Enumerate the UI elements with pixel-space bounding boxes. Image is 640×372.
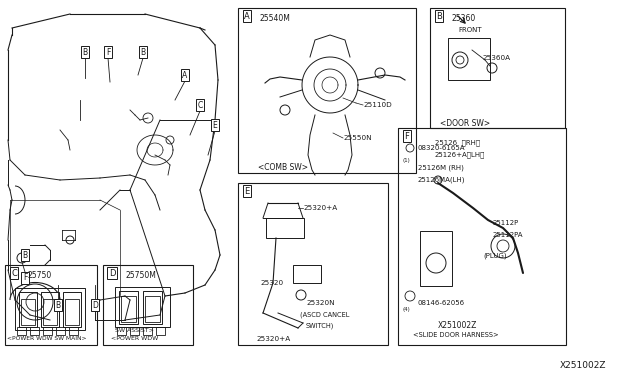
Bar: [65, 299, 79, 325]
Text: B: B: [140, 48, 145, 57]
Bar: [119, 291, 138, 324]
Text: 08146-62056: 08146-62056: [418, 300, 465, 306]
Text: 25750: 25750: [27, 270, 51, 279]
Bar: [19, 292, 37, 327]
Bar: [238, 183, 388, 345]
Bar: [43, 327, 52, 335]
Bar: [41, 292, 59, 327]
Text: 25360A: 25360A: [482, 55, 510, 61]
Text: 25320: 25320: [260, 280, 283, 286]
Text: FRONT: FRONT: [458, 27, 482, 33]
Bar: [430, 8, 565, 128]
Text: A: A: [182, 71, 188, 80]
Bar: [293, 265, 321, 283]
Text: 25112PA: 25112PA: [493, 232, 524, 238]
Text: SWITCH): SWITCH): [306, 323, 334, 329]
Text: D: D: [92, 301, 98, 310]
Text: 25126  〈RH〉: 25126 〈RH〉: [435, 140, 480, 146]
Bar: [21, 299, 35, 325]
Text: F: F: [106, 48, 110, 57]
Bar: [43, 299, 57, 325]
Text: <SLIDE DOOR HARNESS>: <SLIDE DOOR HARNESS>: [413, 332, 499, 338]
Text: 25110D: 25110D: [363, 102, 392, 108]
Text: 25750M: 25750M: [125, 270, 156, 279]
Bar: [117, 327, 126, 335]
Text: D: D: [109, 269, 115, 278]
Text: 25320N: 25320N: [306, 300, 335, 306]
Text: B: B: [83, 48, 88, 57]
Text: C: C: [197, 100, 203, 109]
Text: E: E: [244, 186, 250, 196]
Bar: [63, 292, 81, 327]
Text: SW ASSIST>: SW ASSIST>: [115, 328, 154, 334]
Text: X251002Z: X251002Z: [438, 321, 477, 330]
Text: 25126+A〈LH〉: 25126+A〈LH〉: [435, 152, 485, 158]
Text: <POWER WDW: <POWER WDW: [111, 337, 158, 341]
Text: B: B: [56, 301, 61, 310]
Text: 25550N: 25550N: [343, 135, 372, 141]
Bar: [5, 265, 97, 345]
Bar: [30, 327, 39, 335]
Text: B: B: [436, 12, 442, 20]
Text: 08320-6165A: 08320-6165A: [418, 145, 465, 151]
Text: 25126MA(LH): 25126MA(LH): [418, 177, 465, 183]
Bar: [266, 218, 304, 238]
Text: F: F: [23, 273, 27, 282]
Bar: [156, 327, 165, 335]
Text: X251002Z: X251002Z: [560, 360, 607, 369]
Text: C: C: [11, 269, 17, 278]
Bar: [69, 327, 78, 335]
Text: 25360: 25360: [452, 13, 476, 22]
Bar: [143, 327, 152, 335]
Bar: [143, 291, 162, 324]
Text: (1): (1): [402, 157, 410, 163]
Bar: [115, 287, 170, 327]
Bar: [56, 327, 65, 335]
Text: E: E: [212, 121, 218, 129]
Text: (PLUG): (PLUG): [483, 253, 507, 259]
Bar: [238, 8, 416, 173]
Text: <POWER WDW SW MAIN>: <POWER WDW SW MAIN>: [7, 337, 86, 341]
Text: F: F: [404, 131, 410, 141]
Bar: [420, 231, 452, 286]
Text: (4): (4): [402, 308, 410, 312]
Bar: [15, 288, 85, 330]
Bar: [17, 327, 26, 335]
Text: 25126M (RH): 25126M (RH): [418, 165, 464, 171]
Text: (ASCD CANCEL: (ASCD CANCEL: [300, 312, 349, 318]
Text: 25540M: 25540M: [260, 13, 291, 22]
Bar: [448, 38, 490, 80]
Text: 25320+A: 25320+A: [256, 336, 291, 342]
Text: 25112P: 25112P: [493, 220, 519, 226]
Text: B: B: [22, 250, 28, 260]
Bar: [121, 296, 136, 322]
Text: <DOOR SW>: <DOOR SW>: [440, 119, 490, 128]
Bar: [398, 128, 566, 345]
Bar: [145, 296, 160, 322]
Bar: [130, 327, 139, 335]
Text: <COMB SW>: <COMB SW>: [258, 163, 308, 171]
Text: A: A: [244, 12, 250, 20]
Bar: [103, 265, 193, 345]
Text: 25320+A: 25320+A: [303, 205, 337, 211]
